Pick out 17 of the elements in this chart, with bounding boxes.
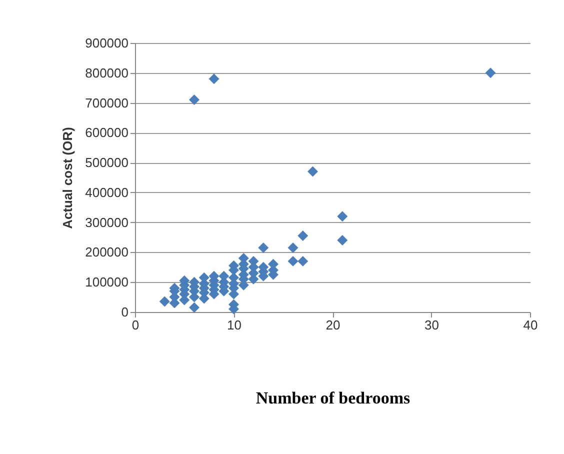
y-tick-label: 700000 [85, 95, 128, 110]
y-tick-label: 400000 [85, 184, 128, 200]
x-tick-label: 30 [424, 318, 439, 332]
y-tick-label: 600000 [85, 125, 128, 140]
x-tick-label: 20 [326, 318, 340, 332]
y-tick-label: 200000 [85, 244, 128, 260]
y-tick-label: 800000 [85, 65, 128, 80]
y-tick-label: 500000 [85, 155, 128, 170]
x-tick-label: 10 [227, 318, 242, 332]
y-tick-label: 100000 [85, 274, 128, 290]
x-tick-label: 40 [523, 318, 538, 332]
x-tick-label: 0 [132, 318, 140, 332]
y-axis-title: Actual cost (OR) [60, 127, 76, 229]
y-tick-label: 0 [121, 304, 128, 320]
y-tick-label: 300000 [85, 214, 128, 230]
x-axis-title: Number of bedrooms [256, 388, 411, 408]
y-tick-label: 900000 [85, 36, 128, 50]
